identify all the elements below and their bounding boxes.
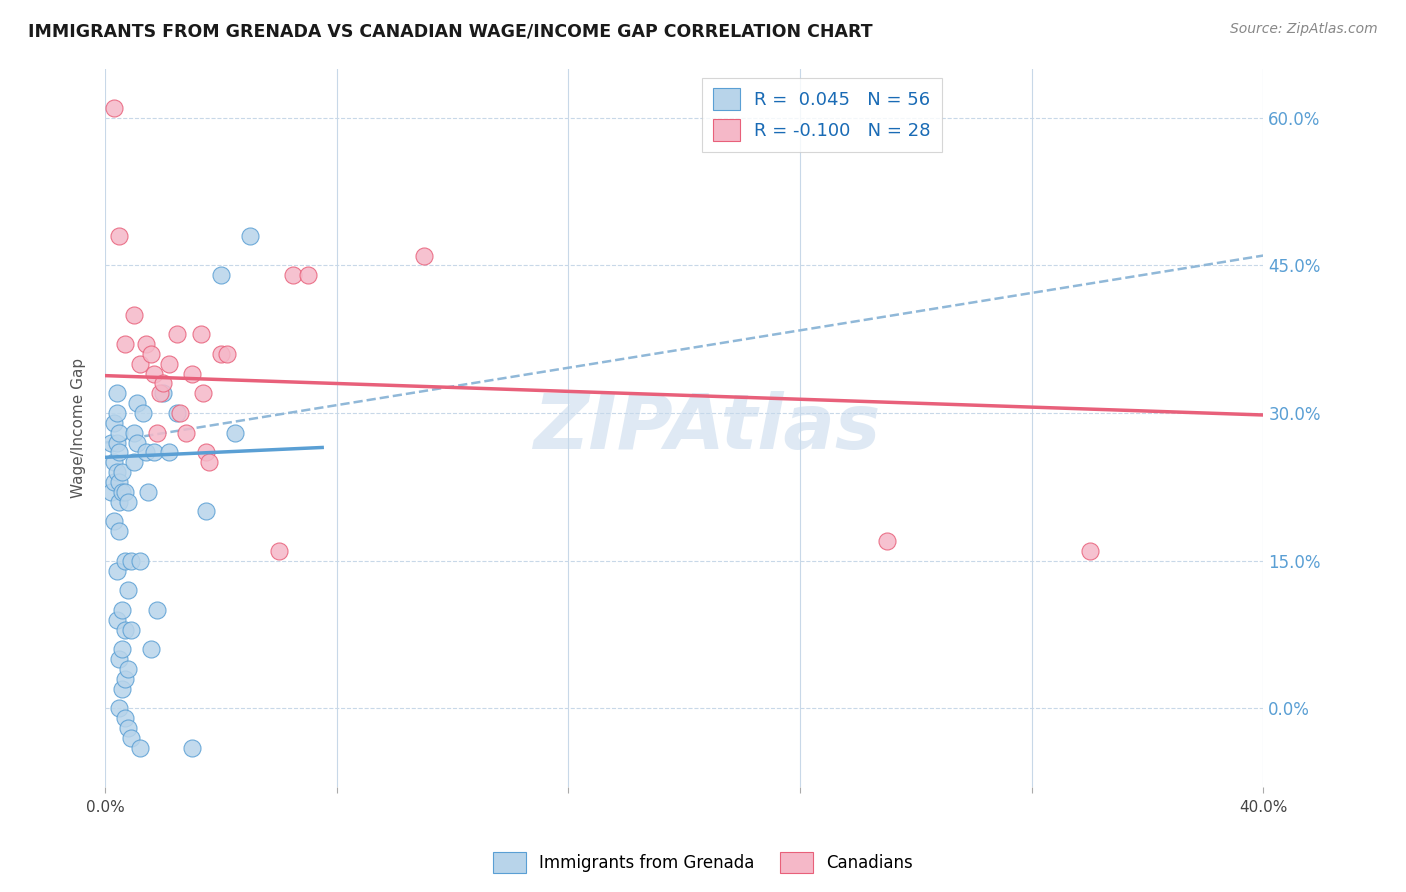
Point xyxy=(180,367,202,381)
Point xyxy=(297,268,319,283)
Point xyxy=(157,445,180,459)
Point xyxy=(128,357,150,371)
Point xyxy=(114,623,136,637)
Point xyxy=(195,504,218,518)
Point xyxy=(166,327,188,342)
Point xyxy=(108,228,131,243)
Point xyxy=(111,603,134,617)
Point xyxy=(125,396,148,410)
Point xyxy=(122,308,145,322)
Point xyxy=(135,445,157,459)
Point xyxy=(111,465,134,479)
Point xyxy=(120,731,142,745)
Point xyxy=(114,337,136,351)
Point xyxy=(100,435,122,450)
Point xyxy=(105,406,128,420)
Point xyxy=(239,228,262,243)
Point xyxy=(122,455,145,469)
Point xyxy=(114,711,136,725)
Point xyxy=(114,672,136,686)
Point xyxy=(108,425,131,440)
Point xyxy=(174,425,197,440)
Point xyxy=(146,603,169,617)
Point xyxy=(103,101,125,115)
Point xyxy=(157,357,180,371)
Point xyxy=(103,475,125,489)
Point xyxy=(876,533,898,548)
Point xyxy=(105,386,128,401)
Point xyxy=(105,465,128,479)
Point xyxy=(120,554,142,568)
Point xyxy=(103,455,125,469)
Point xyxy=(1078,544,1101,558)
Point xyxy=(180,740,202,755)
Point xyxy=(125,435,148,450)
Point xyxy=(111,681,134,696)
Text: IMMIGRANTS FROM GRENADA VS CANADIAN WAGE/INCOME GAP CORRELATION CHART: IMMIGRANTS FROM GRENADA VS CANADIAN WAGE… xyxy=(28,22,873,40)
Point xyxy=(103,416,125,430)
Point xyxy=(117,662,139,676)
Point xyxy=(105,435,128,450)
Text: ZIPAtlas: ZIPAtlas xyxy=(534,391,882,465)
Legend: Immigrants from Grenada, Canadians: Immigrants from Grenada, Canadians xyxy=(486,846,920,880)
Point xyxy=(190,327,212,342)
Point xyxy=(120,623,142,637)
Point xyxy=(198,455,221,469)
Point xyxy=(100,484,122,499)
Point xyxy=(128,554,150,568)
Point xyxy=(105,613,128,627)
Point xyxy=(224,425,246,440)
Point xyxy=(209,347,232,361)
Point xyxy=(114,554,136,568)
Point xyxy=(412,248,434,262)
Point xyxy=(193,386,215,401)
Point xyxy=(117,494,139,508)
Legend: R =  0.045   N = 56, R = -0.100   N = 28: R = 0.045 N = 56, R = -0.100 N = 28 xyxy=(702,78,942,153)
Point xyxy=(152,386,174,401)
Point xyxy=(135,337,157,351)
Point xyxy=(141,642,163,657)
Point xyxy=(111,642,134,657)
Point xyxy=(169,406,191,420)
Point xyxy=(117,583,139,598)
Point xyxy=(108,652,131,666)
Point xyxy=(108,524,131,538)
Point xyxy=(108,701,131,715)
Y-axis label: Wage/Income Gap: Wage/Income Gap xyxy=(72,358,86,498)
Point xyxy=(117,721,139,735)
Point xyxy=(141,347,163,361)
Point xyxy=(215,347,238,361)
Point xyxy=(105,564,128,578)
Point xyxy=(108,494,131,508)
Point xyxy=(143,445,166,459)
Point xyxy=(267,544,290,558)
Text: Source: ZipAtlas.com: Source: ZipAtlas.com xyxy=(1230,22,1378,37)
Point xyxy=(111,484,134,499)
Point xyxy=(283,268,305,283)
Point xyxy=(108,475,131,489)
Point xyxy=(143,367,166,381)
Point xyxy=(131,406,153,420)
Point xyxy=(152,376,174,391)
Point xyxy=(146,425,169,440)
Point xyxy=(128,740,150,755)
Point xyxy=(195,445,218,459)
Point xyxy=(209,268,232,283)
Point xyxy=(114,484,136,499)
Point xyxy=(103,514,125,528)
Point xyxy=(149,386,172,401)
Point xyxy=(122,425,145,440)
Point xyxy=(166,406,188,420)
Point xyxy=(138,484,160,499)
Point xyxy=(108,445,131,459)
